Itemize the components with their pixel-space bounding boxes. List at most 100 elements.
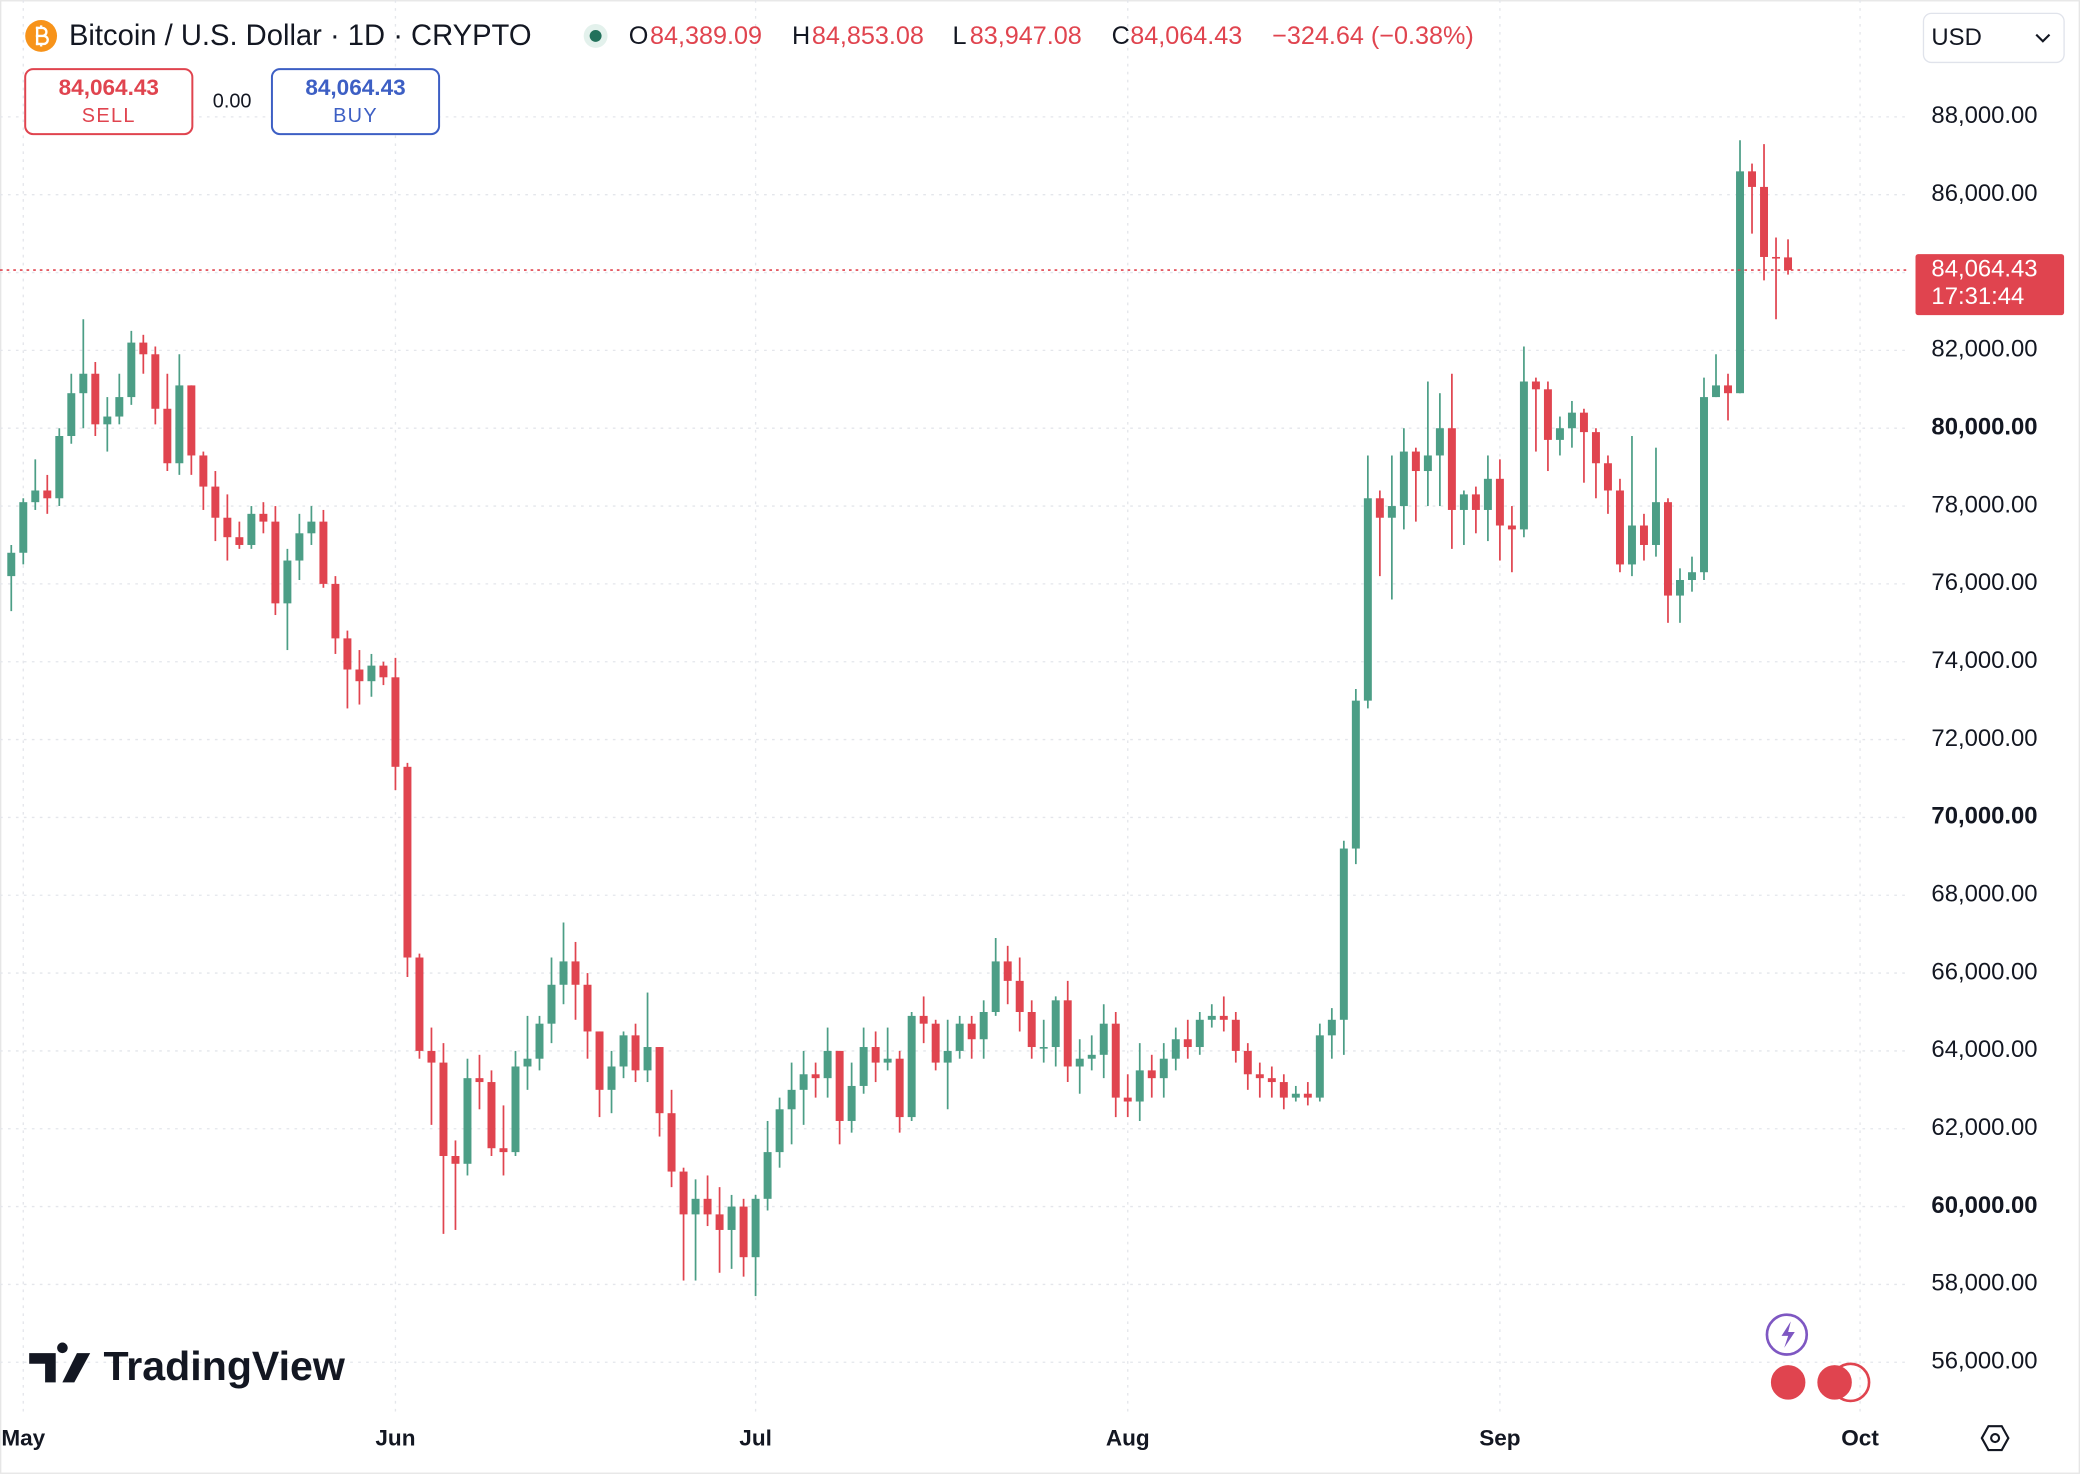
buy-price[interactable]: 84,064.43 [305,75,405,100]
flag-icon[interactable] [1830,1362,1871,1403]
candle-body [499,1148,508,1153]
candle-body [295,533,304,561]
x-tick-label: Jul [739,1425,772,1450]
candle-body [1435,428,1444,456]
candle-body [727,1206,736,1230]
settings-icon[interactable] [1980,1425,2010,1452]
candle-body [1051,1000,1060,1048]
candle-body [1784,257,1793,271]
candle-body [655,1047,664,1114]
candle-body [463,1078,472,1164]
candle-body [475,1078,484,1083]
y-tick-label: 56,000.00 [1931,1348,2037,1375]
buy-button[interactable] [270,68,441,136]
candle-body [1351,700,1360,849]
candle-body [331,583,340,639]
candle-body [1688,572,1696,581]
candle-body [919,1015,928,1024]
candle-body [151,354,160,409]
currency-text[interactable]: USD [1931,24,1981,51]
y-tick-label: 80,000.00 [1931,414,2037,441]
candle-body [379,665,388,678]
candle-body [1339,848,1348,1020]
candle-body [595,1031,604,1090]
y-tick-label: 72,000.00 [1931,725,2037,752]
candle-body [1075,1058,1084,1067]
candle-body [679,1171,688,1215]
candle-body [619,1035,628,1067]
candle-body [391,677,400,767]
y-tick-label: 62,000.00 [1931,1114,2037,1141]
chevron [2035,33,2051,43]
last-price-box [1915,254,2065,316]
candle-body [571,961,580,985]
y-tick-label: 64,000.00 [1931,1036,2037,1063]
logo-mark [29,1342,91,1383]
candle-body [19,502,28,553]
y-tick-label: 66,000.00 [1931,958,2037,985]
candle-body [1748,171,1756,187]
candle-body [223,517,232,538]
candle-body [1195,1019,1204,1048]
settings-dot [1990,1433,2001,1444]
coin-glyph [35,25,49,47]
candle-body [1219,1015,1228,1020]
candle-body [31,490,40,503]
candle-body [67,393,76,437]
candle-body [775,1109,784,1153]
x-tick-label: May [1,1425,45,1450]
candle-body [763,1152,772,1199]
currency-select[interactable] [1922,12,2065,64]
candle-body [715,1214,724,1230]
candle-body [1579,412,1588,433]
candle-body [955,1023,964,1051]
flag-icon[interactable] [1814,1362,1855,1403]
candle-body [1676,580,1684,596]
flag-icon[interactable] [1768,1362,1809,1403]
candle-body [967,1023,976,1040]
candle-body [1471,494,1480,510]
ohlc-key: O [629,22,649,50]
candle-body [1603,463,1612,491]
candle-body [607,1066,616,1090]
countdown: 17:31:44 [1931,283,2024,310]
candle-body [1099,1023,1108,1055]
candle-body [835,1050,844,1121]
candle-body [247,513,256,545]
event-glyph [1781,1321,1795,1348]
candle-body [199,455,208,487]
candle-body [511,1066,520,1153]
candle-body [1411,451,1420,472]
sell-label[interactable]: SELL [82,105,136,127]
candle-body [1255,1074,1264,1079]
candle-body [1760,186,1769,257]
candle-body [1507,525,1516,530]
candle-body [667,1113,676,1172]
candle-body [883,1058,892,1063]
grid [0,0,1911,1413]
y-tick-label: 74,000.00 [1931,647,2037,674]
candle-body [1303,1093,1312,1098]
buy-label[interactable]: BUY [333,105,378,127]
ohlc-value: 83,947.08 [970,22,1082,50]
y-tick-label: 70,000.00 [1931,803,2037,830]
candle-body [1531,381,1540,390]
candle-body [1615,490,1624,565]
y-tick-label: 82,000.00 [1931,336,2037,363]
candle-body [1387,506,1396,518]
y-tick-label: 86,000.00 [1931,180,2037,207]
candle-body [979,1012,988,1040]
sell-price[interactable]: 84,064.43 [59,75,159,100]
candle-body [871,1047,880,1063]
overlay: 56,000.00 58,000.00 60,000.00 62,000.00 64,0… [0,102,2065,1450]
candle-body [1772,256,1781,259]
candle-body [811,1074,820,1079]
change: −324.64 (−0.38%) [1272,22,1474,50]
sell-button[interactable] [24,68,194,136]
candle-body [139,342,148,355]
candle-body [1543,389,1552,440]
candle-body [583,984,592,1032]
last-price: 84,064.43 [1931,255,2037,282]
